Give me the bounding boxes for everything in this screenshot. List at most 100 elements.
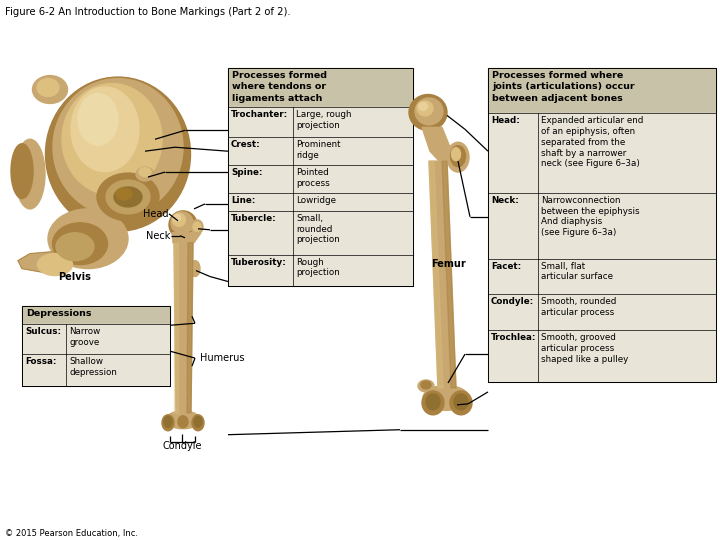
Ellipse shape: [62, 84, 162, 195]
Ellipse shape: [78, 93, 118, 145]
Text: Condyle: Condyle: [162, 441, 202, 451]
Ellipse shape: [174, 214, 181, 221]
Ellipse shape: [45, 77, 191, 231]
Ellipse shape: [116, 188, 132, 200]
Ellipse shape: [173, 213, 186, 226]
Polygon shape: [187, 242, 193, 413]
Text: © 2015 Pearson Education, Inc.: © 2015 Pearson Education, Inc.: [5, 529, 138, 538]
Ellipse shape: [164, 416, 172, 427]
Ellipse shape: [162, 415, 174, 431]
Text: Femur: Femur: [431, 259, 465, 268]
Text: Fossa:: Fossa:: [25, 357, 56, 366]
Ellipse shape: [166, 411, 200, 429]
Polygon shape: [422, 127, 454, 164]
Text: Humerus: Humerus: [200, 353, 245, 363]
Ellipse shape: [194, 416, 202, 427]
Ellipse shape: [48, 209, 128, 268]
Bar: [488, 68, 716, 382]
Text: Pelvis: Pelvis: [58, 272, 91, 281]
Ellipse shape: [422, 391, 444, 415]
Text: Rough
projection: Rough projection: [296, 258, 340, 278]
Ellipse shape: [421, 381, 431, 389]
Ellipse shape: [106, 180, 150, 214]
Ellipse shape: [451, 146, 466, 167]
Bar: [488, 113, 716, 382]
Bar: [228, 68, 413, 287]
Text: Sulcus:: Sulcus:: [25, 327, 61, 336]
Ellipse shape: [417, 101, 433, 116]
Ellipse shape: [169, 211, 197, 239]
Ellipse shape: [192, 415, 204, 431]
Ellipse shape: [136, 167, 154, 181]
Polygon shape: [174, 242, 193, 413]
Ellipse shape: [190, 261, 200, 276]
Bar: [228, 68, 413, 107]
Text: Small, flat
articular surface: Small, flat articular surface: [541, 261, 613, 281]
Text: Small,
rounded
projection: Small, rounded projection: [296, 214, 340, 245]
Text: Tuberosity:: Tuberosity:: [231, 258, 287, 267]
Text: Expanded articular end
of an epiphysis, often
separated from the
shaft by a narr: Expanded articular end of an epiphysis, …: [541, 117, 644, 168]
Bar: [22, 325, 170, 386]
Text: Crest:: Crest:: [231, 140, 261, 149]
Ellipse shape: [11, 144, 33, 199]
Ellipse shape: [53, 79, 183, 216]
Text: Smooth, rounded
articular process: Smooth, rounded articular process: [541, 298, 616, 317]
Ellipse shape: [37, 254, 73, 275]
Text: Pointed
process: Pointed process: [296, 168, 330, 188]
Ellipse shape: [171, 212, 193, 234]
Ellipse shape: [454, 394, 468, 410]
Bar: [22, 306, 170, 325]
Ellipse shape: [426, 394, 440, 410]
Text: Condyle:: Condyle:: [491, 298, 534, 306]
Text: Trochlea:: Trochlea:: [491, 333, 536, 342]
Ellipse shape: [193, 222, 201, 231]
Text: Trochanter:: Trochanter:: [231, 110, 288, 119]
Polygon shape: [429, 161, 456, 388]
Ellipse shape: [423, 386, 469, 410]
Text: Spine:: Spine:: [231, 168, 263, 177]
Text: Smooth, grooved
articular process
shaped like a pulley: Smooth, grooved articular process shaped…: [541, 333, 629, 364]
Text: Large, rough
projection: Large, rough projection: [296, 110, 351, 130]
Text: Facet:: Facet:: [491, 261, 521, 271]
Bar: [22, 306, 170, 386]
Text: Processes formed where
joints (articulations) occur
between adjacent bones: Processes formed where joints (articulat…: [492, 71, 634, 103]
Bar: [228, 107, 413, 287]
Ellipse shape: [191, 220, 203, 234]
Text: Figure 6-2 An Introduction to Bone Markings (Part 2 of 2).: Figure 6-2 An Introduction to Bone Marki…: [5, 7, 291, 17]
Text: Narrowconnection
between the epiphysis
And diaphysis
(see Figure 6–3a): Narrowconnection between the epiphysis A…: [541, 196, 639, 237]
Text: Neck:: Neck:: [491, 196, 519, 205]
Ellipse shape: [114, 187, 142, 207]
Ellipse shape: [139, 167, 151, 177]
Ellipse shape: [32, 76, 68, 104]
Polygon shape: [18, 251, 70, 274]
Ellipse shape: [53, 223, 107, 265]
Text: Head: Head: [143, 209, 168, 219]
Polygon shape: [172, 233, 201, 242]
Ellipse shape: [409, 94, 447, 130]
Polygon shape: [174, 242, 178, 413]
Text: Processes formed
where tendons or
ligaments attach: Processes formed where tendons or ligame…: [232, 71, 327, 103]
Polygon shape: [429, 161, 443, 388]
Ellipse shape: [15, 139, 45, 209]
Text: Prominent
ridge: Prominent ridge: [296, 140, 341, 160]
Ellipse shape: [415, 98, 443, 125]
Text: Narrow
groove: Narrow groove: [69, 327, 100, 347]
Ellipse shape: [71, 87, 139, 172]
Text: Head:: Head:: [491, 117, 520, 125]
Ellipse shape: [450, 391, 472, 415]
Text: Line:: Line:: [231, 196, 256, 205]
Text: Depressions: Depressions: [26, 309, 91, 319]
Ellipse shape: [56, 233, 94, 261]
Ellipse shape: [447, 142, 469, 172]
Ellipse shape: [418, 380, 434, 392]
Ellipse shape: [178, 416, 188, 428]
Polygon shape: [442, 161, 456, 388]
Ellipse shape: [97, 173, 159, 221]
Text: Shallow
depression: Shallow depression: [69, 357, 117, 377]
Ellipse shape: [37, 79, 59, 97]
Text: Neck: Neck: [145, 231, 170, 241]
Text: Lowridge: Lowridge: [296, 196, 336, 205]
Ellipse shape: [418, 103, 428, 110]
Bar: [488, 68, 716, 113]
Ellipse shape: [451, 148, 461, 161]
